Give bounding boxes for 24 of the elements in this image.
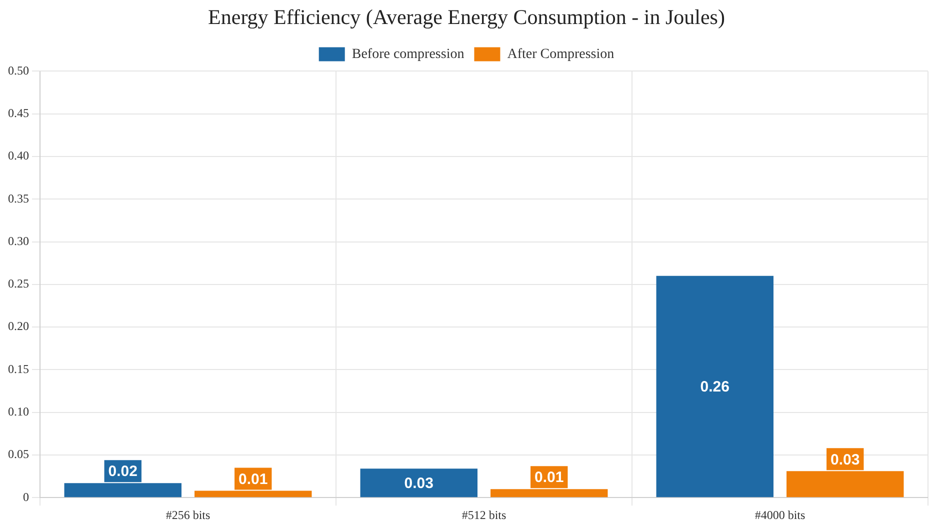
- data-label: 0.03: [404, 474, 434, 492]
- legend-label: Before compression: [352, 46, 464, 62]
- data-label: 0.01: [534, 469, 564, 486]
- x-tick-label: #512 bits: [462, 508, 506, 522]
- x-tick-label: #256 bits: [166, 508, 210, 522]
- y-tick-label: 0.30: [8, 234, 29, 248]
- y-tick-label: 0.50: [8, 63, 29, 78]
- legend-label: After Compression: [507, 46, 614, 62]
- data-label: 0.03: [830, 451, 860, 468]
- data-label: 0.02: [108, 463, 138, 480]
- chart-title: Energy Efficiency (Average Energy Consumption - in Joules): [208, 5, 725, 30]
- data-label: 0.01: [238, 470, 268, 488]
- x-tick-label: #4000 bits: [754, 508, 806, 522]
- y-tick-label: 0.40: [8, 148, 29, 163]
- y-tick-label: 0: [23, 490, 29, 504]
- y-tick-label: 0.10: [8, 404, 29, 418]
- data-label: 0.26: [700, 378, 730, 396]
- y-tick-label: 0.45: [8, 106, 29, 120]
- y-tick-label: 0.15: [8, 362, 29, 376]
- y-tick-label: 0.35: [8, 191, 29, 206]
- y-tick-label: 0.25: [8, 276, 29, 291]
- y-tick-label: 0.20: [8, 319, 29, 334]
- bar: [656, 276, 774, 498]
- y-tick-label: 0.05: [8, 447, 29, 462]
